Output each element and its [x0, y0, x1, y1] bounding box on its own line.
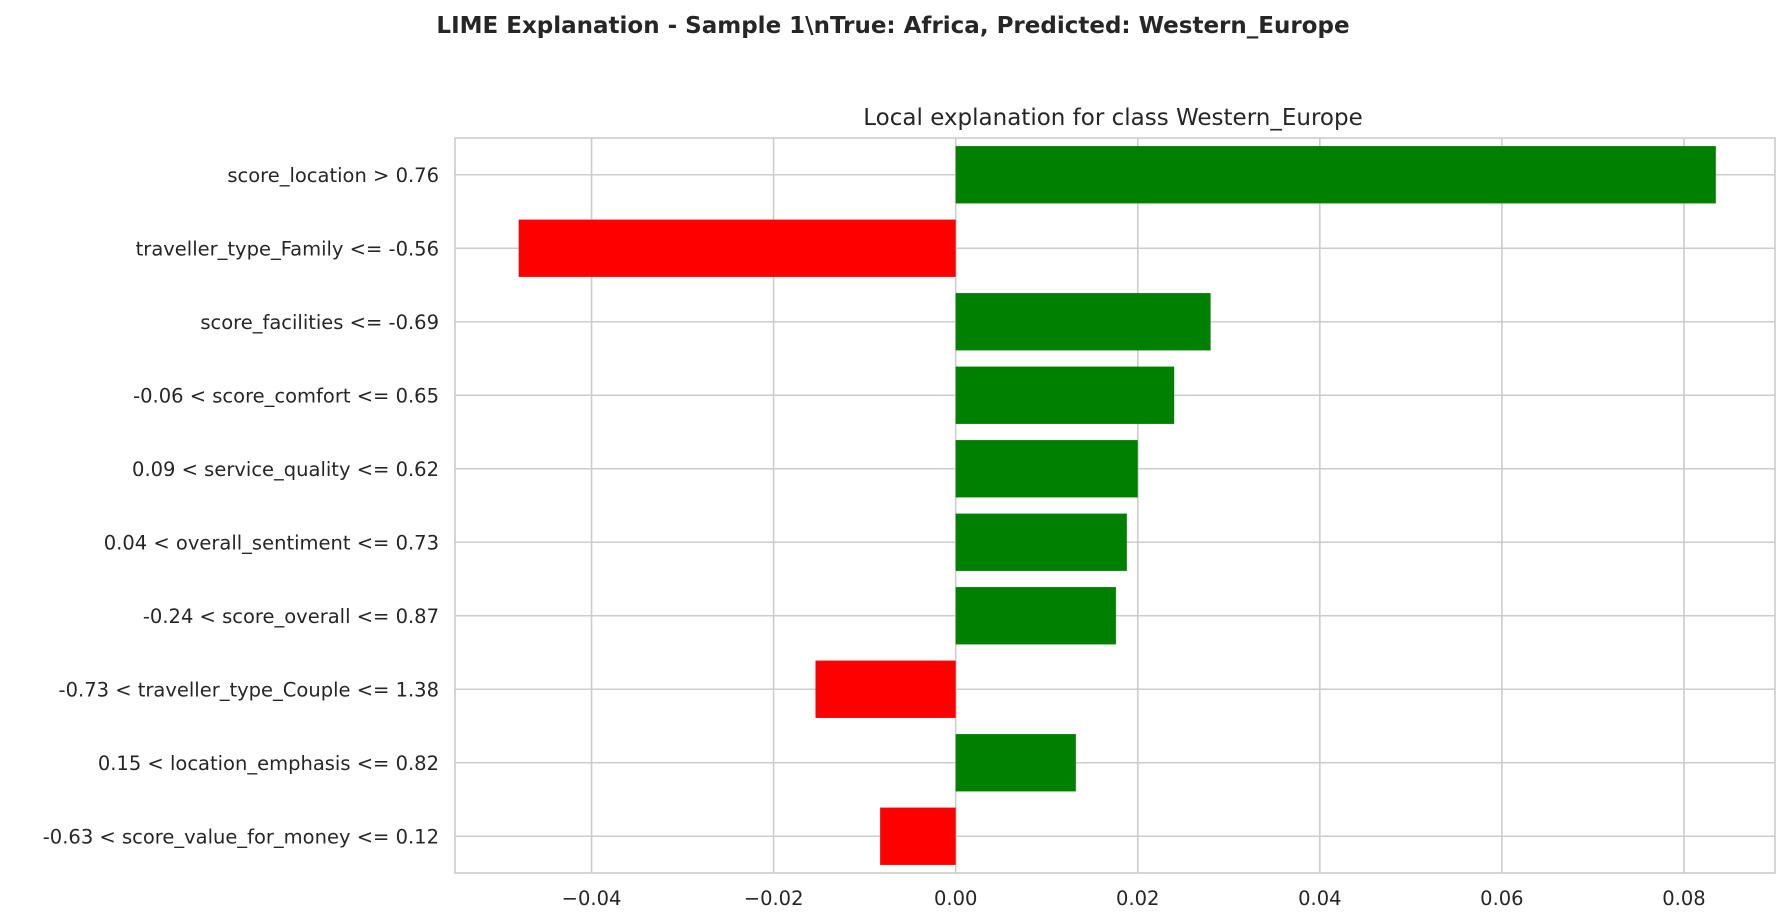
bar-10	[880, 807, 956, 865]
x-tick-label: −0.04	[562, 887, 622, 910]
y-tick-label: score_location > 0.76	[227, 164, 439, 187]
y-tick-label: score_facilities <= -0.69	[200, 311, 439, 334]
figure-suptitle: LIME Explanation - Sample 1\nTrue: Afric…	[436, 13, 1349, 39]
bar-2	[518, 219, 956, 277]
y-tick-label: 0.15 < location_emphasis <= 0.82	[98, 752, 439, 775]
bar-8	[815, 660, 956, 718]
axes-frame	[454, 137, 1776, 874]
bar-3	[955, 293, 1211, 351]
x-tick-label: 0.08	[1662, 887, 1705, 910]
bar-6	[955, 513, 1127, 571]
bar-1	[955, 146, 1716, 204]
bar-9	[955, 734, 1076, 792]
x-tick-label: 0.04	[1298, 887, 1341, 910]
y-tick-label: traveller_type_Family <= -0.56	[136, 237, 439, 260]
y-tick-label: -0.63 < score_value_for_money <= 0.12	[43, 825, 439, 848]
x-tick-label: 0.02	[1116, 887, 1159, 910]
y-tick-label: -0.06 < score_comfort <= 0.65	[133, 384, 439, 407]
bar-4	[955, 366, 1175, 424]
axes-title: Local explanation for class Western_Euro…	[863, 105, 1362, 131]
bar-5	[955, 440, 1138, 498]
x-tick-label: −0.02	[744, 887, 804, 910]
x-tick-label: 0.00	[934, 887, 977, 910]
x-tick-label: 0.06	[1480, 887, 1523, 910]
plot-area: score_location > 0.76 traveller_type_Fami…	[43, 137, 1776, 910]
bar-7	[955, 587, 1116, 645]
y-tick-label: -0.24 < score_overall <= 0.87	[143, 605, 439, 628]
y-tick-label: 0.04 < overall_sentiment <= 0.73	[104, 531, 439, 554]
y-tick-label: 0.09 < service_quality <= 0.62	[132, 458, 439, 481]
y-tick-label: -0.73 < traveller_type_Couple <= 1.38	[59, 678, 439, 701]
